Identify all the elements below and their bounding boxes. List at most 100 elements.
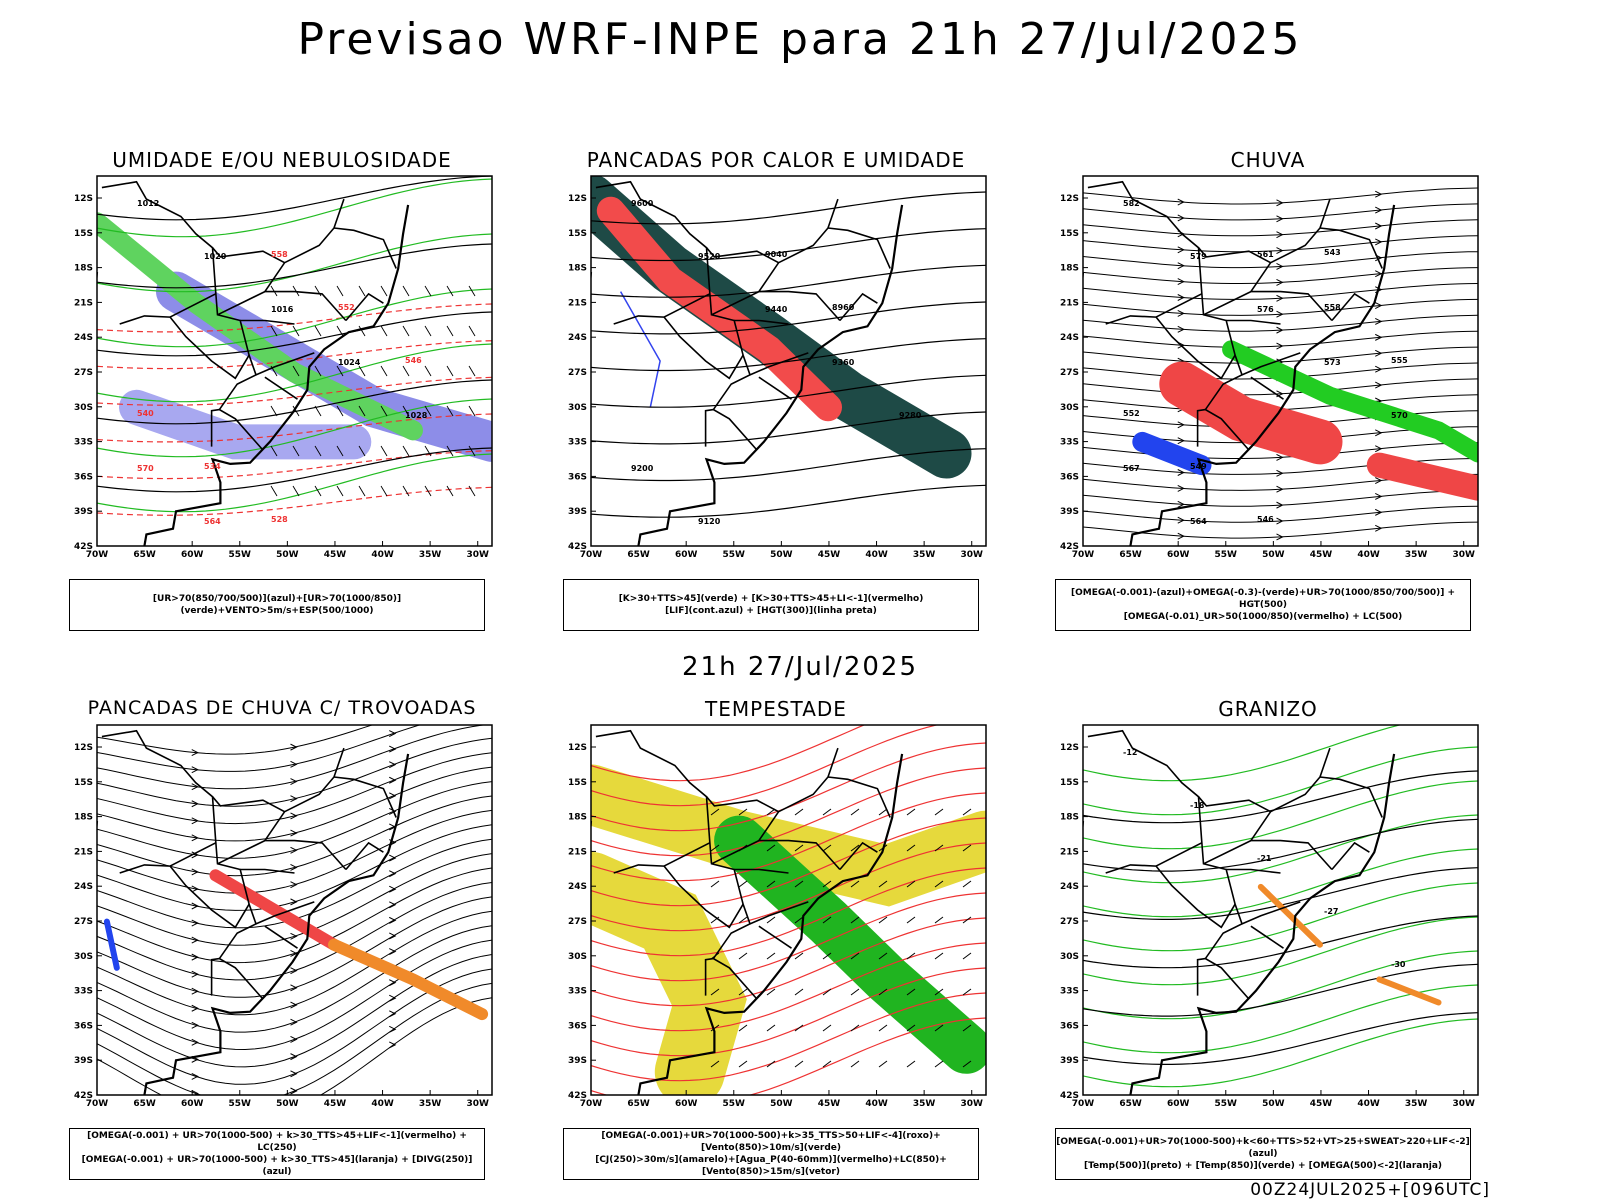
streamline-arrow: [389, 761, 397, 769]
streamline: [97, 725, 488, 790]
wind-vector: [738, 1024, 748, 1032]
contour-line: [1083, 848, 1478, 918]
lon-tick-label: 30W: [466, 550, 489, 560]
lat-tick-label: 18S: [568, 264, 587, 274]
contour-line: [591, 411, 986, 445]
wind-vector: [446, 325, 454, 337]
lat-tick-label: 39S: [74, 507, 93, 517]
streamline-arrow: [290, 1087, 298, 1095]
wind-vector: [850, 880, 860, 888]
legend-line: [OMEGA(-0.01)_UR>50(1000/850)(vermelho) …: [1123, 612, 1403, 622]
contour-label: 564: [204, 517, 221, 526]
lat-tick-label: 33S: [1060, 987, 1079, 997]
streamline-arrow: [191, 800, 199, 808]
contour-label: 567: [1123, 464, 1140, 473]
contour-line: [591, 817, 986, 907]
streamline-arrow: [389, 932, 397, 940]
lon-tick-label: 60W: [1167, 550, 1190, 560]
wind-vector: [934, 1060, 944, 1068]
lon-tick-label: 60W: [181, 1099, 204, 1109]
lat-tick-label: 36S: [74, 1021, 93, 1031]
streamline-arrow: [389, 979, 397, 987]
lon-tick-label: 30W: [1452, 550, 1475, 560]
streamline-arrow: [389, 948, 397, 955]
streamline-arrow: [191, 1021, 199, 1029]
streamline-arrow: [389, 745, 397, 753]
wind-850-region: [714, 815, 986, 1074]
contour-label: 1016: [271, 305, 294, 314]
wind-vector: [906, 916, 916, 924]
streamline-arrow: [1276, 247, 1284, 255]
country-border: [1241, 352, 1301, 376]
lat-tick-label: 42S: [568, 542, 587, 552]
panel-granizo: GRANIZO 12S 15S 18S 21S 24S 27S 30S 33S 36S 39S 42…: [1053, 697, 1483, 1197]
lon-tick-label: 70W: [580, 550, 603, 560]
streamline-arrow: [1276, 263, 1284, 270]
panel-title: UMIDADE E/OU NEBULOSIDADE: [112, 148, 452, 172]
wind-vector: [766, 1060, 776, 1068]
omega-strong-region: [1222, 340, 1478, 463]
wind-vector: [292, 365, 300, 377]
lat-tick-label: 12S: [568, 194, 587, 204]
lon-tick-label: 55W: [1215, 1099, 1238, 1109]
streamline: [1083, 219, 1478, 237]
country-border: [734, 868, 789, 874]
lon-tick-label: 50W: [1262, 550, 1285, 560]
streamline-arrow: [290, 1053, 298, 1061]
country-border: [827, 227, 891, 269]
streamline: [97, 925, 492, 1033]
streamline-arrow: [1177, 262, 1185, 270]
country-border: [827, 776, 891, 818]
streamline-arrow: [290, 846, 298, 854]
contour-label: 552: [1123, 409, 1140, 418]
lat-tick-label: 21S: [568, 298, 587, 308]
contour-line: [1083, 915, 1478, 969]
streamline-arrow: [191, 749, 199, 757]
streamline: [1083, 314, 1478, 332]
streamline: [97, 954, 492, 1068]
wind-vector: [402, 485, 410, 497]
lat-tick-label: 27S: [1060, 368, 1079, 378]
lat-tick-label: 15S: [74, 778, 93, 788]
lon-tick-label: 50W: [770, 1099, 793, 1109]
country-border: [218, 903, 264, 1000]
panel-trovoadas: PANCADAS DE CHUVA C/ TROVOADAS 12S 15S 18S…: [67, 697, 497, 1197]
main-title: Previsao WRF-INPE para 21h 27/Jul/2025: [297, 14, 1303, 65]
contour-label: 546: [1257, 515, 1274, 524]
streamline-arrow: [290, 1001, 298, 1009]
country-border: [839, 841, 878, 871]
streamline-arrow: [290, 1070, 298, 1078]
coastline: [143, 753, 410, 1095]
contour-line: [97, 176, 492, 221]
streamline-arrow: [1375, 365, 1383, 373]
wind-vector: [962, 1024, 972, 1032]
streamline: [97, 867, 492, 964]
map-frame: [590, 724, 987, 1096]
wind-vector: [292, 445, 300, 457]
contour-line: [97, 343, 492, 403]
wind-vector: [358, 285, 366, 297]
country-border: [1241, 901, 1301, 925]
contour-line: [97, 178, 492, 238]
streamline-arrow: [1276, 517, 1284, 525]
streamline-arrow: [1375, 270, 1383, 278]
wind-vector: [906, 952, 916, 960]
wind-vector: [424, 485, 432, 497]
country-border: [211, 796, 285, 813]
contour-line: [1083, 1018, 1478, 1088]
lat-tick-label: 15S: [568, 229, 587, 239]
lon-tick-label: 45W: [818, 550, 841, 560]
lat-tick-label: 12S: [74, 194, 93, 204]
contour-label: 549: [1190, 462, 1207, 471]
streamline: [1083, 346, 1478, 364]
wind-vector: [906, 1060, 916, 1068]
wind-vector: [766, 916, 776, 924]
streamline-arrow: [1276, 485, 1284, 493]
omega-weak-region: [1132, 431, 1212, 476]
wind-vector: [822, 952, 832, 960]
wind-vector: [794, 880, 804, 888]
lon-tick-label: 50W: [770, 550, 793, 560]
panel-chuva: CHUVA 12S 15S 18S 21S 24S 27S 30S 33S 36S 39S 42S 7…: [1053, 148, 1483, 648]
legend-line: [LIF](cont.azul) + [HGT(300)](linha pret…: [665, 606, 877, 616]
